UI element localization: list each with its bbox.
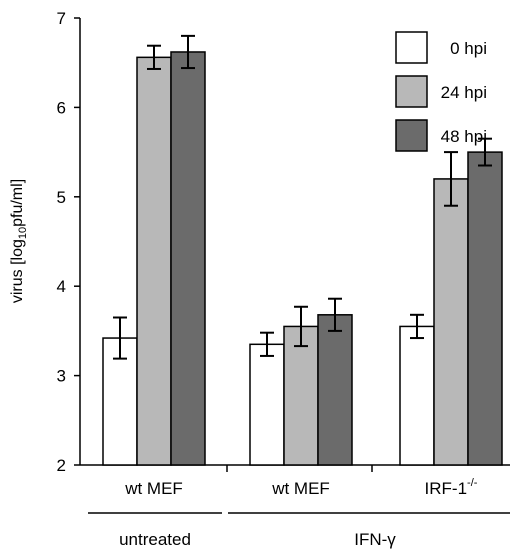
bar [283, 325, 319, 466]
category-labels: wt MEF wt MEF IRF-1-/- [124, 477, 478, 498]
group-label: IFN-γ [354, 530, 396, 549]
y-tick-label: 7 [57, 9, 66, 28]
y-axis-label-subscript: 10 [17, 227, 29, 239]
group-label: untreated [119, 530, 191, 549]
legend: 0 hpi 24 hpi 48 hpi [395, 31, 487, 152]
category-label: wt MEF [271, 479, 330, 498]
group-labels: untreated IFN-γ [88, 512, 510, 549]
legend-swatch [395, 119, 428, 152]
bar [467, 151, 503, 466]
legend-swatch [395, 75, 428, 108]
bar [317, 314, 353, 466]
y-tick-label: 5 [57, 188, 66, 207]
bar [170, 51, 206, 466]
bar [433, 178, 469, 466]
category-label: wt MEF [124, 479, 183, 498]
category-label-text: wt MEF [271, 479, 330, 498]
y-axis-label-prefix: virus [log [9, 239, 26, 303]
category-label-text: IRF-1 [425, 479, 468, 498]
category-label-text: wt MEF [124, 479, 183, 498]
y-axis-label-suffix: pfu/ml] [9, 179, 26, 227]
category-label: IRF-1-/- [425, 477, 478, 498]
legend-label: 48 hpi [441, 127, 487, 146]
category-label-superscript: -/- [467, 477, 478, 489]
bar [136, 56, 172, 466]
bars [102, 51, 503, 466]
y-ticks: 2 3 4 5 6 7 [57, 9, 80, 475]
bar [399, 325, 435, 466]
y-tick-label: 2 [57, 456, 66, 475]
y-tick-label: 6 [57, 98, 66, 117]
bar [249, 343, 285, 466]
legend-label: 0 hpi [450, 39, 487, 58]
y-tick-label: 4 [57, 277, 66, 296]
y-axis-label: virus [log10pfu/ml] [9, 179, 29, 303]
legend-swatch [395, 31, 428, 64]
legend-label: 24 hpi [441, 83, 487, 102]
error-bars [113, 34, 492, 360]
y-tick-label: 3 [57, 367, 66, 386]
